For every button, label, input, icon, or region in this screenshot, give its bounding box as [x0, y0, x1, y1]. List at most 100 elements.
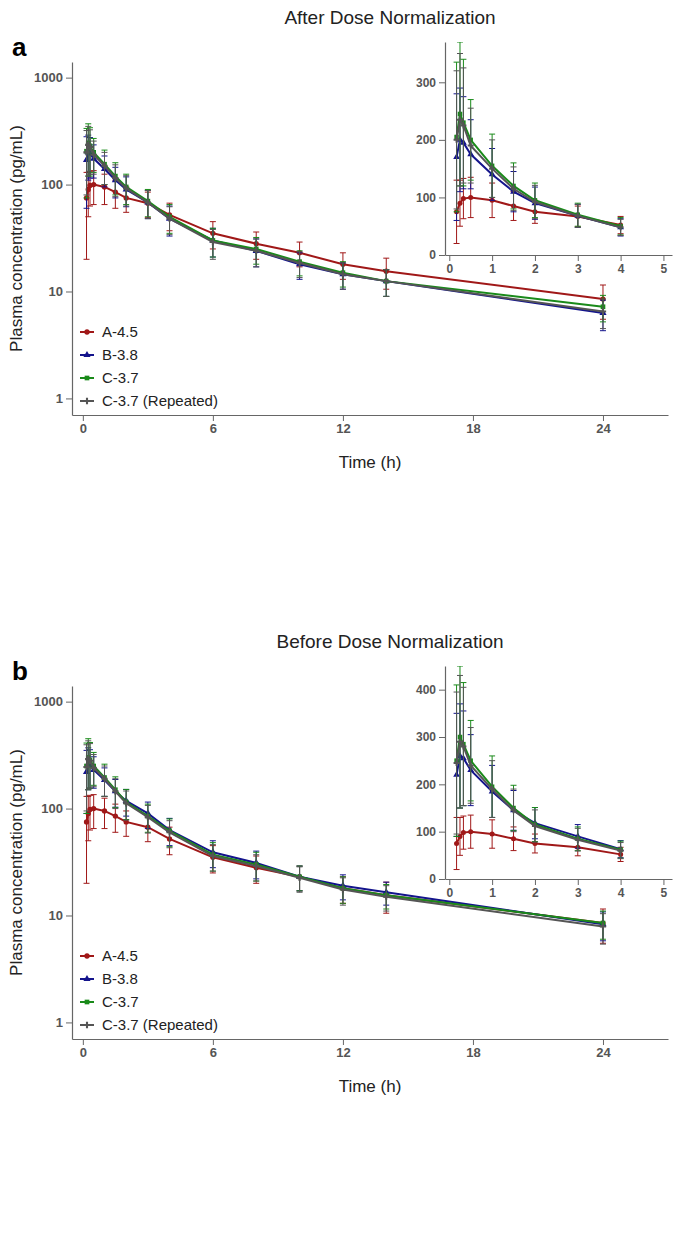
marker: [457, 117, 463, 123]
error-bar-cap: [600, 285, 606, 286]
error-bar: [489, 761, 495, 818]
error-bar-cap: [511, 166, 517, 167]
tick-mark: [473, 415, 474, 421]
marker: [384, 279, 389, 284]
series-line: [87, 152, 603, 313]
error-bar: [145, 804, 151, 832]
error-bar-cap: [383, 296, 389, 297]
error-bar-cap: [489, 139, 495, 140]
tick-label: 10: [49, 284, 63, 299]
error-bar-cap: [454, 243, 460, 244]
error-bar-cap: [600, 299, 606, 300]
plot-area: [453, 666, 624, 870]
error-bar: [511, 789, 517, 832]
error-bar: [383, 886, 389, 911]
error-bar-cap: [112, 778, 118, 779]
legend-label: B-3.8: [102, 970, 138, 987]
error-bar-cap: [468, 803, 474, 804]
error-bar-cap: [532, 183, 538, 184]
error-bar-cap: [460, 188, 466, 189]
tick: 6: [210, 1039, 217, 1060]
tick-label: 200: [416, 778, 436, 792]
legend-label: C-3.7 (Repeated): [102, 392, 218, 409]
inset-plot: 0123450100200300: [416, 42, 673, 276]
error-bar: [253, 239, 259, 267]
error-bar-stem: [86, 128, 87, 198]
tick-label: 18: [466, 421, 480, 436]
error-bar-cap: [618, 216, 624, 217]
tick: 10: [49, 284, 72, 299]
marker: [460, 122, 466, 128]
error-bar-cap: [112, 776, 118, 777]
marker: [210, 239, 216, 245]
tick: 100: [416, 825, 445, 839]
error-bar-cap: [91, 204, 97, 205]
error-bar-cap: [457, 808, 463, 809]
marker: [123, 185, 129, 191]
error-bar: [618, 843, 624, 859]
marker: [489, 166, 495, 172]
error-bar-cap: [468, 848, 474, 849]
error-bar-cap: [454, 692, 460, 693]
marker: [454, 760, 460, 766]
error-bar-cap: [253, 854, 259, 855]
error-bar: [210, 845, 216, 871]
error-bar-cap: [85, 123, 91, 124]
error-bar-cap: [84, 208, 90, 209]
legend-marker: [84, 329, 89, 334]
error-bar-cap: [167, 206, 173, 207]
error-bar-cap: [511, 211, 517, 212]
marker: [532, 841, 537, 846]
error-bar-cap: [489, 819, 495, 820]
error-bar-cap: [210, 844, 216, 845]
error-bar-cap: [102, 796, 108, 797]
error-bar: [457, 675, 463, 808]
y-axis: 0100200300: [416, 43, 446, 263]
error-bar: [210, 843, 216, 871]
error-bar-cap: [85, 789, 91, 790]
error-bar: [167, 206, 173, 236]
error-bar-cap: [102, 184, 108, 185]
plot-area: [83, 124, 607, 331]
legend-entry: B-3.8: [80, 970, 138, 987]
tick: 4: [618, 255, 625, 276]
tick-mark: [66, 702, 72, 703]
tick-label: 18: [466, 1045, 480, 1060]
marker: [210, 853, 216, 859]
error-bar-cap: [468, 815, 474, 816]
legend-marker: [84, 398, 90, 404]
error-bar-stem: [93, 795, 94, 829]
tick-mark: [621, 879, 622, 885]
x-axis-title: Time (h): [339, 1077, 402, 1096]
tick-mark: [66, 809, 72, 810]
error-bar-cap: [253, 266, 259, 267]
tick-label: 400: [416, 683, 436, 697]
series: [84, 795, 606, 944]
error-bar-cap: [460, 816, 466, 817]
marker: [83, 149, 89, 155]
error-bar-cap: [112, 832, 118, 833]
tick: 100: [41, 801, 72, 816]
error-bar-cap: [454, 684, 460, 685]
axis-line: [445, 43, 446, 256]
marker: [113, 813, 118, 818]
tick-label: 1: [56, 1015, 63, 1030]
marker: [490, 832, 495, 837]
error-bar-cap: [489, 755, 495, 756]
tick: 100: [416, 191, 445, 205]
error-bar-cap: [210, 228, 216, 229]
error-bar: [383, 270, 389, 297]
error-bar-cap: [532, 809, 538, 810]
tick-mark: [439, 82, 445, 83]
tick-label: 3: [575, 262, 582, 276]
error-bar-cap: [600, 911, 606, 912]
error-bar-cap: [210, 871, 216, 872]
error-bar-cap: [102, 798, 108, 799]
tick-mark: [66, 185, 72, 186]
error-bar-cap: [91, 138, 97, 139]
series-line: [457, 756, 621, 849]
marker: [112, 175, 118, 181]
error-bar-cap: [454, 208, 460, 209]
error-bar-cap: [167, 820, 173, 821]
legend-marker: [84, 953, 89, 958]
